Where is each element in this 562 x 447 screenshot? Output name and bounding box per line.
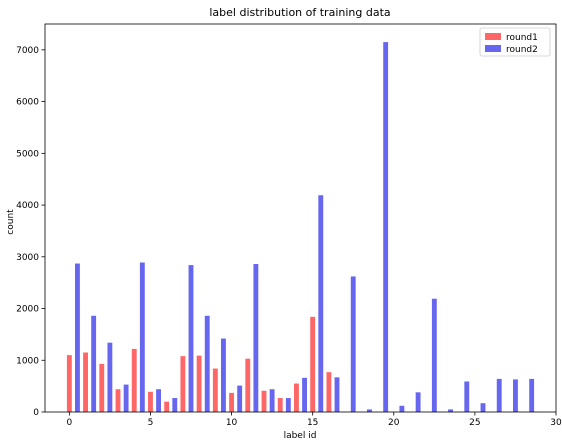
plot-frame [44, 23, 557, 413]
bar-round2-28 [529, 378, 535, 412]
bar-round2-21 [415, 392, 421, 412]
bar-round1-14 [294, 383, 299, 412]
bar-round2-11 [253, 264, 259, 412]
y-tick-label-3: 3000 [16, 253, 39, 263]
y-tick-label-5: 5000 [16, 149, 39, 159]
bar-round1-6 [164, 401, 170, 412]
bar-round2-22 [431, 298, 437, 412]
bar-round2-10 [237, 385, 243, 412]
bar-round1-0 [66, 355, 72, 412]
bar-round1-12 [261, 390, 267, 412]
legend-swatch-round2 [485, 45, 501, 52]
legend-label-round2: round2 [506, 45, 538, 55]
bar-round1-7 [180, 356, 186, 412]
x-tick-label-1: 5 [148, 418, 154, 428]
bar-round2-12 [269, 389, 275, 412]
bar-round1-16 [326, 372, 332, 412]
bar-round1-5 [148, 391, 153, 412]
bar-round1-13 [277, 398, 283, 412]
legend-label-round1: round1 [506, 33, 538, 43]
bar-round2-27 [513, 379, 518, 412]
bar-round1-8 [196, 355, 202, 412]
bar-round2-14 [302, 377, 307, 412]
bar-round2-23 [448, 409, 453, 412]
x-tick-label-6: 30 [550, 418, 562, 428]
bar-round1-9 [212, 368, 218, 412]
bar-round2-13 [285, 398, 291, 412]
bar-round2-6 [172, 398, 178, 412]
bar-round1-15 [310, 316, 316, 412]
bar-round2-19 [383, 42, 389, 413]
x-tick-label-3: 15 [307, 418, 318, 428]
bar-round2-5 [156, 389, 161, 412]
bar-round2-2 [107, 342, 113, 412]
bar-round2-15 [318, 195, 324, 412]
bar-round2-24 [464, 381, 470, 412]
bar-round2-17 [350, 276, 356, 412]
x-tick-label-2: 10 [226, 418, 238, 428]
bar-round2-0 [75, 263, 80, 412]
bar-round1-4 [131, 348, 137, 412]
y-tick-label-1: 1000 [16, 356, 39, 366]
bar-round2-18 [367, 409, 372, 412]
y-tick-label-7: 7000 [16, 46, 39, 56]
bars-layer [66, 42, 535, 413]
y-tick-label-0: 0 [33, 408, 39, 418]
axes-layer: 0 5 10 15 20 25 30 0 1000 2000 3000 4000 5000 6000 700… [16, 23, 562, 428]
y-axis-label: count [6, 209, 16, 235]
bar-round1-11 [245, 358, 251, 412]
bar-round1-10 [229, 392, 234, 412]
bar-round2-7 [188, 265, 194, 412]
bar-round1-1 [83, 352, 88, 412]
y-tick-label-6: 6000 [16, 98, 39, 108]
bar-round2-3 [123, 384, 129, 412]
x-tick-label-0: 0 [66, 418, 72, 428]
y-tick-label-2: 2000 [16, 305, 39, 315]
bar-round1-2 [99, 363, 105, 412]
bar-round2-25 [480, 403, 486, 412]
bar-round2-20 [399, 405, 405, 412]
bar-round2-16 [334, 377, 340, 412]
bar-round2-8 [204, 315, 210, 412]
x-tick-label-4: 20 [388, 418, 400, 428]
bar-round1-3 [115, 389, 121, 412]
legend: round1 round2 [479, 27, 551, 57]
y-tick-label-4: 4000 [16, 201, 39, 211]
bar-round2-26 [496, 378, 502, 412]
bar-round2-9 [221, 338, 226, 412]
bar-round2-1 [91, 315, 97, 412]
x-tick-label-5: 25 [469, 418, 480, 428]
x-axis-label: label id [284, 431, 317, 441]
chart-title: label distribution of training data [209, 6, 390, 19]
bar-round2-4 [139, 262, 145, 412]
legend-swatch-round1 [485, 33, 501, 40]
